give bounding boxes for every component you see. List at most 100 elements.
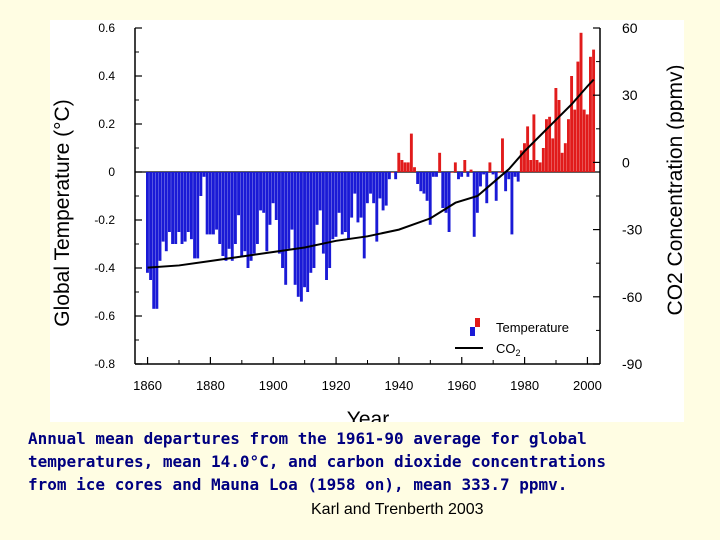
axes <box>134 27 601 365</box>
bar-1973 <box>501 138 504 172</box>
bar-1872 <box>183 172 187 242</box>
chart-panel: -0.8 -0.6 -0.4 -0.2 0 0.2 0.4 0.6 -90 -60 -30 0 30 60… <box>50 20 684 422</box>
bar-1953 <box>438 152 442 172</box>
bar-1946 <box>416 172 420 184</box>
bar-1911 <box>306 172 310 292</box>
bar-1950 <box>428 172 432 225</box>
bar-1975 <box>507 172 511 180</box>
bar-1966 <box>479 172 482 187</box>
tick-labels: -0.8 -0.6 -0.4 -0.2 0 0.2 0.4 0.6 -90 -60 -30 0 30 60… <box>94 20 642 393</box>
bar-1957 <box>450 172 454 173</box>
x-tick-label: 1960 <box>447 378 476 393</box>
bar-1937 <box>387 172 391 180</box>
bar-1963 <box>469 169 473 172</box>
y2-axis-label: CO2 Concentration (ppmv) <box>664 65 684 316</box>
bar-1979 <box>519 150 523 172</box>
co2-line <box>147 78 595 269</box>
bar-1912 <box>309 172 313 273</box>
bar-1875 <box>193 172 197 259</box>
bar-1978 <box>516 172 520 182</box>
bar-1958 <box>453 162 457 172</box>
bar-1947 <box>419 172 423 192</box>
bar-1918 <box>328 172 332 268</box>
bar-1909 <box>299 172 303 302</box>
bar-1867 <box>167 172 171 232</box>
bar-1904 <box>284 172 288 285</box>
bar-1935 <box>381 172 385 211</box>
bar-1889 <box>237 172 240 216</box>
co2-line-layer <box>147 78 595 269</box>
caption-line-3: from ice cores and Mauna Loa (1958 on), … <box>28 475 568 494</box>
bar-1959 <box>457 172 460 180</box>
bar-1985 <box>538 162 542 172</box>
bar-1972 <box>497 172 501 173</box>
bar-1860 <box>146 172 149 273</box>
y-tick-label: -0.8 <box>94 357 115 371</box>
bar-1971 <box>494 172 498 201</box>
y2-tick-label: -30 <box>622 222 642 238</box>
bar-1873 <box>186 172 190 232</box>
bar-1943 <box>406 162 410 172</box>
bar-1870 <box>177 172 181 232</box>
bar-1960 <box>460 172 464 177</box>
x-tick-label: 1940 <box>384 378 413 393</box>
bar-1891 <box>243 172 247 252</box>
bar-1994 <box>567 119 570 172</box>
bar-1917 <box>325 172 328 280</box>
bar-1940 <box>397 152 401 172</box>
bar-2000 <box>585 114 589 172</box>
bar-1919 <box>331 172 335 240</box>
bar-1899 <box>268 172 272 225</box>
bar-1916 <box>321 172 325 254</box>
bar-1882 <box>215 172 219 230</box>
bar-1861 <box>149 172 153 280</box>
y2-tick-label: 0 <box>622 154 630 170</box>
x-tick-label: 1860 <box>133 378 162 393</box>
y-tick-label: 0.2 <box>98 117 115 131</box>
bar-1893 <box>249 172 253 261</box>
y2-tick-label: -60 <box>622 289 642 305</box>
bar-1874 <box>189 172 193 240</box>
bar-1907 <box>293 172 297 285</box>
bar-1999 <box>582 109 586 172</box>
bar-1879 <box>205 172 209 235</box>
bar-1862 <box>152 172 156 309</box>
bar-1998 <box>579 32 583 172</box>
bar-1927 <box>356 172 360 223</box>
bar-1933 <box>375 172 379 242</box>
bar-1928 <box>359 172 363 218</box>
caption-line-1: Annual mean departures from the 1961-90 … <box>28 429 587 448</box>
bar-1956 <box>447 172 451 232</box>
bar-1888 <box>233 172 237 244</box>
bar-2001 <box>589 56 592 172</box>
bar-1939 <box>394 172 398 180</box>
bar-1930 <box>365 172 369 204</box>
y2-tick-label: -90 <box>622 356 642 372</box>
bar-1984 <box>535 160 539 172</box>
bar-1964 <box>472 172 476 237</box>
bar-1974 <box>504 172 508 192</box>
legend-co2-label: CO2 <box>496 341 521 358</box>
bar-1897 <box>262 172 266 213</box>
bar-1914 <box>315 172 319 225</box>
bar-1929 <box>362 172 366 259</box>
bar-1894 <box>252 172 256 254</box>
bar-1948 <box>422 172 426 194</box>
y-tick-label: 0.4 <box>98 69 115 83</box>
legend-temperature-swatch-red <box>475 318 480 327</box>
bar-1951 <box>431 172 435 177</box>
bar-1977 <box>513 172 517 177</box>
bar-1980 <box>523 143 526 172</box>
bar-1868 <box>171 172 175 244</box>
bar-1996 <box>573 109 577 172</box>
y-tick-label: 0 <box>108 165 115 179</box>
bar-1949 <box>425 172 429 201</box>
bar-1934 <box>378 172 382 199</box>
bar-1925 <box>350 172 354 218</box>
bar-1864 <box>158 172 162 261</box>
bar-1892 <box>246 172 250 268</box>
bar-1906 <box>290 172 294 230</box>
bar-1986 <box>541 148 545 172</box>
bar-1908 <box>296 172 300 297</box>
bar-1931 <box>369 172 372 194</box>
